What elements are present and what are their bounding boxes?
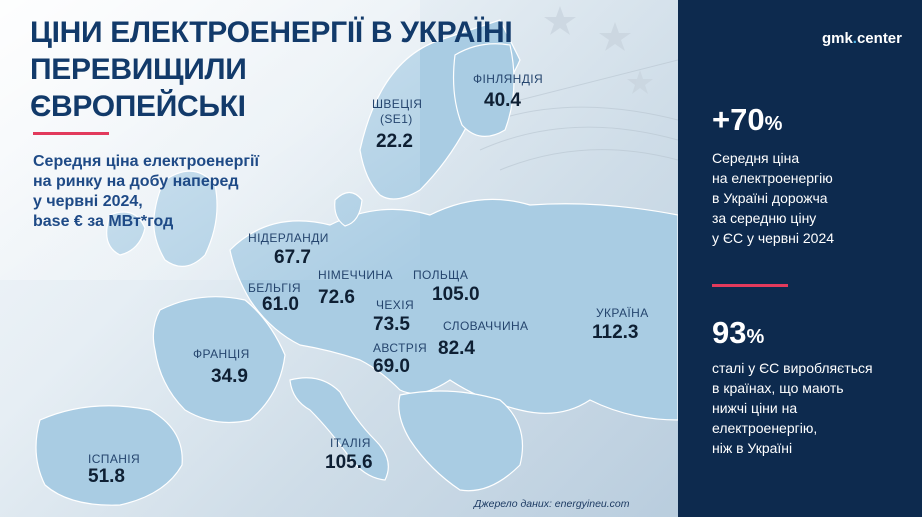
country-value-sweden: 22.2 <box>376 131 413 152</box>
subtitle-line-1: Середня ціна електроенергії <box>33 153 259 170</box>
country-label-belgium: БЕЛЬГІЯ <box>248 281 301 295</box>
stat-steel-share: 93% <box>712 315 764 351</box>
title-line-2: ПЕРЕВИЩИЛИ <box>30 53 247 86</box>
stat-price-difference-unit: % <box>764 113 783 135</box>
country-label-sweden-zone: (SE1) <box>380 112 413 126</box>
title-line-1: ЦІНИ ЕЛЕКТРОЕНЕРГІЇ В УКРАЇНІ <box>30 16 513 49</box>
country-label-austria: АВСТРІЯ <box>373 341 428 355</box>
title-divider <box>33 132 109 135</box>
title-line-3: ЄВРОПЕЙСЬКІ <box>30 90 246 123</box>
page-title: ЦІНИ ЕЛЕКТРОЕНЕРГІЇ В УКРАЇНІ ПЕРЕВИЩИЛИ… <box>30 14 530 125</box>
country-label-czechia: ЧЕХІЯ <box>376 298 415 312</box>
country-value-italy: 105.6 <box>325 452 373 473</box>
subtitle-line-3: у червні 2024, <box>33 193 143 210</box>
stat-steel-share-number: 93 <box>712 315 747 350</box>
stat1-line: у ЄС у червні 2024 <box>712 230 835 246</box>
country-value-spain: 51.8 <box>88 466 125 487</box>
data-source-note: Джерело даних: energyineu.com <box>474 498 630 510</box>
country-label-italy: ІТАЛІЯ <box>330 436 371 450</box>
country-label-netherlands: НІДЕРЛАНДИ <box>248 231 329 245</box>
stats-divider <box>712 284 788 287</box>
country-value-czechia: 73.5 <box>373 314 410 335</box>
country-value-belgium: 61.0 <box>262 294 299 315</box>
country-label-spain: ІСПАНІЯ <box>88 452 141 466</box>
brand-name: gmk <box>821 30 853 47</box>
stat1-line: на електроенергію <box>712 170 833 186</box>
country-value-ukraine: 112.3 <box>592 322 639 343</box>
subtitle: Середня ціна електроенергії на ринку на … <box>33 152 333 232</box>
stat2-line: нижчі ціни на <box>712 400 798 416</box>
stat-price-difference-number: +70 <box>712 102 765 137</box>
country-value-netherlands: 67.7 <box>274 247 311 268</box>
stat-price-difference-description: Середня ціна на електроенергію в Україні… <box>712 148 912 248</box>
stats-panel: gmk.center +70% Середня ціна на електрое… <box>678 0 922 517</box>
stat1-line: Середня ціна <box>712 150 800 166</box>
country-value-austria: 69.0 <box>373 356 410 377</box>
country-value-france: 34.9 <box>211 366 248 387</box>
stat1-line: в Україні дорожча <box>712 190 828 206</box>
stat1-line: за середню ціну <box>712 210 817 226</box>
country-label-france: ФРАНЦІЯ <box>193 347 250 361</box>
country-value-poland: 105.0 <box>432 284 480 305</box>
country-label-germany: НІМЕЧЧИНА <box>318 268 393 282</box>
stat-steel-share-description: сталі у ЄС виробляється в країнах, що ма… <box>712 358 916 458</box>
country-label-finland: ФІНЛЯНДІЯ <box>473 72 544 86</box>
stat-steel-share-unit: % <box>746 326 765 348</box>
stat2-line: ніж в Україні <box>712 440 793 456</box>
stat2-line: в країнах, що мають <box>712 380 844 396</box>
country-value-finland: 40.4 <box>484 90 521 111</box>
country-label-ukraine: УКРАЇНА <box>596 306 649 320</box>
brand-dot: . <box>852 30 857 47</box>
country-value-slovakia: 82.4 <box>438 338 475 359</box>
subtitle-line-4: base € за МВт*год <box>33 213 174 230</box>
stat2-line: сталі у ЄС виробляється <box>712 360 873 376</box>
europe-map: ЦІНИ ЕЛЕКТРОЕНЕРГІЇ В УКРАЇНІ ПЕРЕВИЩИЛИ… <box>0 0 678 517</box>
subtitle-line-2: на ринку на добу наперед <box>33 173 239 190</box>
brand-logo: gmk.center <box>822 30 902 47</box>
europe-map-graphic <box>0 0 678 506</box>
country-value-germany: 72.6 <box>318 287 355 308</box>
stat2-line: електроенергію, <box>712 420 818 436</box>
stat-price-difference: +70% <box>712 102 782 138</box>
country-label-sweden: ШВЕЦІЯ <box>372 97 423 111</box>
country-label-slovakia: СЛОВАЧЧИНА <box>443 319 529 333</box>
brand-suffix: center <box>856 30 902 47</box>
eu-stars-decoration <box>544 6 653 94</box>
country-label-poland: ПОЛЬЩА <box>413 268 469 282</box>
